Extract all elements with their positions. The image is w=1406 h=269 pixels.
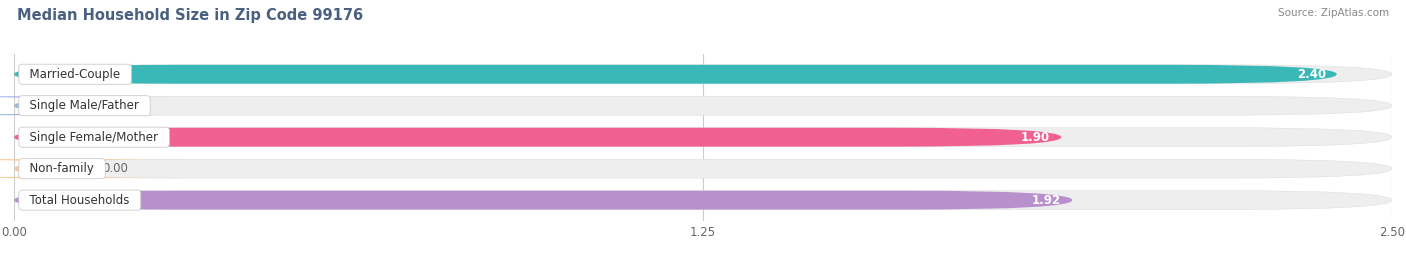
Text: 1.92: 1.92 (1032, 194, 1062, 207)
FancyBboxPatch shape (14, 96, 1392, 115)
FancyBboxPatch shape (14, 65, 1337, 84)
Text: Single Female/Mother: Single Female/Mother (22, 131, 166, 144)
Text: Total Households: Total Households (22, 194, 138, 207)
Text: Single Male/Father: Single Male/Father (22, 99, 146, 112)
FancyBboxPatch shape (14, 128, 1392, 147)
FancyBboxPatch shape (0, 159, 180, 178)
FancyBboxPatch shape (14, 191, 1392, 210)
Text: 0.00: 0.00 (103, 99, 128, 112)
Text: Married-Couple: Married-Couple (22, 68, 128, 81)
Text: 0.00: 0.00 (103, 162, 128, 175)
Text: Source: ZipAtlas.com: Source: ZipAtlas.com (1278, 8, 1389, 18)
Text: 2.40: 2.40 (1296, 68, 1326, 81)
FancyBboxPatch shape (14, 65, 1392, 84)
Text: 1.90: 1.90 (1021, 131, 1050, 144)
FancyBboxPatch shape (14, 159, 1392, 178)
FancyBboxPatch shape (14, 191, 1073, 210)
FancyBboxPatch shape (14, 128, 1062, 147)
FancyBboxPatch shape (0, 96, 180, 115)
Text: Median Household Size in Zip Code 99176: Median Household Size in Zip Code 99176 (17, 8, 363, 23)
Text: Non-family: Non-family (22, 162, 101, 175)
